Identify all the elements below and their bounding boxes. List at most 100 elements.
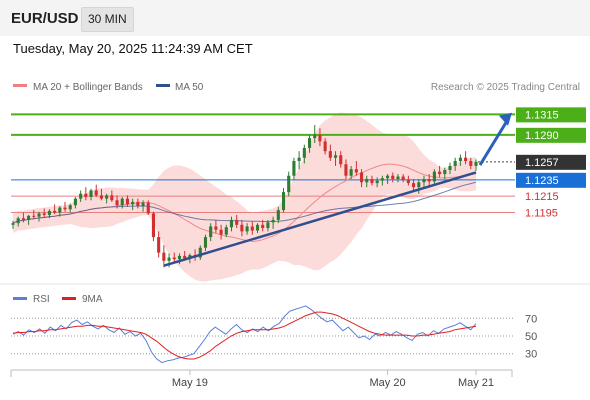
support-label: 1.1195: [525, 208, 558, 220]
time-tick-label: May 21: [458, 377, 494, 389]
candle-body: [375, 180, 379, 184]
candle-body: [11, 223, 15, 225]
candle-body: [27, 215, 31, 220]
resistance-label-box: [516, 107, 586, 123]
pivot-label: 1.1235: [525, 175, 559, 187]
candle-body: [271, 219, 275, 223]
candle-body: [219, 229, 223, 235]
candle-body: [417, 182, 421, 188]
rsi-ma9-line: [12, 311, 477, 360]
candle-body: [73, 198, 77, 206]
rsi-legend-label: RSI: [33, 294, 50, 305]
candle-body: [323, 141, 327, 152]
candle-body: [333, 155, 338, 158]
rsi-legend-swatch: [13, 297, 27, 300]
candles: [11, 125, 478, 268]
candle-body: [235, 219, 239, 225]
bollinger-band-area: [13, 112, 476, 282]
moving-averages: [12, 163, 477, 243]
candle-body: [136, 201, 140, 206]
interval-button[interactable]: 30 MIN: [81, 7, 134, 32]
ma9-legend-swatch: [62, 297, 76, 300]
candle-body: [354, 169, 358, 173]
candle-body: [68, 205, 72, 210]
candle-body: [177, 255, 182, 260]
candle-body: [287, 175, 291, 193]
candle-body: [229, 219, 234, 228]
candle-body: [406, 179, 410, 184]
candle-body: [276, 210, 280, 220]
candle-body: [328, 151, 332, 158]
support-label: 1.1215: [525, 191, 559, 203]
candle-body: [125, 198, 130, 205]
candle-body: [453, 161, 457, 166]
candle-body: [240, 224, 244, 232]
candle-body: [292, 161, 296, 176]
candle-body: [339, 155, 343, 165]
candle-body: [79, 193, 83, 199]
candle-body: [365, 179, 369, 183]
candle-body: [266, 222, 270, 229]
candle-body: [464, 157, 468, 161]
candle-body: [99, 195, 103, 199]
candle-body: [37, 213, 41, 217]
candle-body: [157, 237, 161, 253]
candle-body: [131, 201, 135, 205]
candle-body: [297, 157, 301, 161]
candle-body: [141, 202, 145, 206]
candle-body: [281, 192, 286, 211]
ma50-legend-label: MA 50: [175, 82, 204, 93]
candle-body: [209, 226, 213, 238]
projection-arrow-shaft: [478, 121, 508, 166]
candle-body: [302, 147, 306, 158]
candle-body: [359, 172, 364, 183]
candle-body: [115, 200, 119, 206]
time-tick-label: May 20: [370, 377, 406, 389]
bollinger-band: [13, 112, 476, 282]
candle-body: [469, 161, 473, 166]
candle-body: [89, 190, 93, 197]
candle-body: [120, 198, 124, 206]
candle-body: [307, 138, 312, 148]
candle-body: [162, 252, 166, 261]
candle-body: [94, 190, 98, 196]
candle-body: [224, 227, 228, 235]
candle-body: [438, 171, 442, 175]
candle-body: [151, 213, 156, 238]
level-labels: 1.1315 1.1290 1.1257 1.1235 1.1215 1.1195: [516, 107, 586, 220]
rsi-line: [12, 305, 477, 364]
candle-body: [58, 207, 62, 213]
symbol-label: EUR/USD: [11, 10, 79, 27]
candle-body: [458, 157, 462, 161]
candle-body: [380, 178, 384, 181]
ma50-line: [12, 181, 477, 224]
candle-body: [250, 226, 254, 231]
candle-body: [396, 176, 400, 179]
candle-body: [427, 179, 431, 182]
candle-body: [422, 179, 426, 183]
candle-body: [474, 161, 478, 166]
candle-body: [313, 134, 317, 139]
candle-body: [63, 207, 67, 210]
pivot-label-box: [516, 172, 586, 188]
candle-body: [443, 170, 447, 175]
rsi-panel: 70 50 30: [11, 305, 537, 364]
candle-body: [183, 255, 187, 259]
candle-body: [16, 218, 20, 224]
rsi-tick-label: 30: [525, 349, 537, 361]
candle-body: [412, 183, 416, 188]
candle-body: [370, 179, 374, 184]
ma9-legend-label: 9MA: [82, 294, 103, 305]
copyright-text: Research © 2025 Trading Central: [431, 82, 580, 93]
bollinger-legend-label: MA 20 + Bollinger Bands: [33, 82, 143, 93]
resistance-label: 1.1315: [525, 109, 559, 121]
candle-body: [84, 193, 88, 197]
time-tick-label: May 19: [172, 377, 208, 389]
candle-body: [203, 237, 208, 248]
candle-body: [448, 165, 452, 170]
candle-body: [146, 202, 150, 214]
candle-body: [53, 210, 57, 213]
uptrend-line: [163, 171, 477, 267]
candle-body: [32, 215, 36, 217]
candle-body: [110, 195, 114, 201]
